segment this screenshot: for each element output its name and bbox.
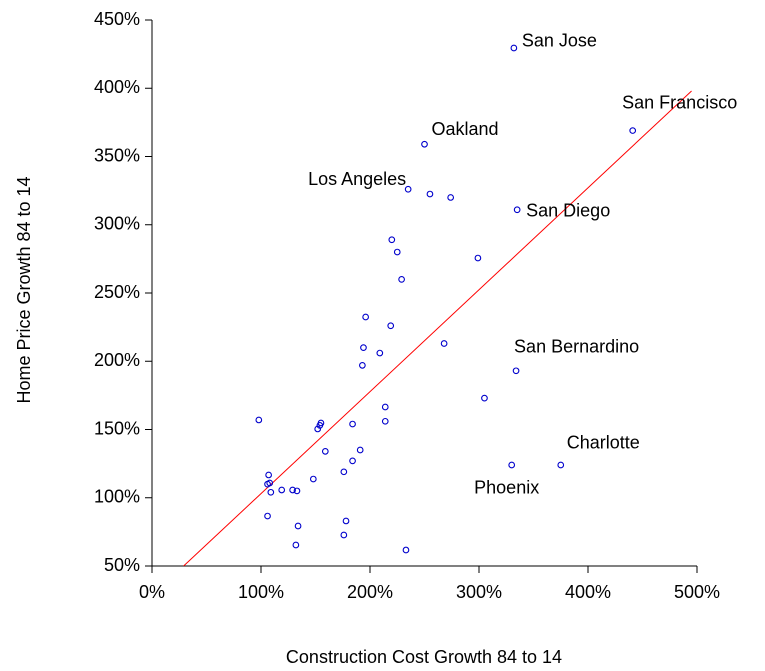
y-tick-label: 200%	[94, 350, 140, 370]
point-label: San Jose	[522, 31, 597, 51]
point	[447, 194, 455, 201]
y-tick-label: 100%	[94, 487, 140, 507]
x-tick-label: 100%	[238, 582, 284, 602]
y-tick-label: 150%	[94, 418, 140, 438]
point	[264, 480, 271, 488]
point	[264, 512, 271, 520]
x-tick-label: 200%	[347, 582, 393, 602]
point	[289, 486, 296, 494]
point	[513, 206, 521, 214]
point	[293, 487, 301, 495]
x-tick-label: 300%	[456, 582, 502, 602]
point	[393, 248, 401, 256]
point-label: Phoenix	[474, 478, 539, 498]
point-label: Charlotte	[567, 433, 640, 453]
point	[340, 468, 348, 476]
point	[309, 475, 317, 483]
point	[629, 127, 637, 134]
point	[404, 185, 412, 193]
y-tick-label: 50%	[104, 555, 140, 575]
point	[381, 417, 389, 425]
point	[321, 447, 329, 455]
y-tick-label: 300%	[94, 214, 140, 234]
point	[388, 236, 396, 244]
point	[381, 403, 389, 411]
y-tick-label: 250%	[94, 282, 140, 302]
point	[426, 190, 434, 198]
point	[510, 44, 518, 52]
y-tick-label: 400%	[94, 77, 140, 97]
point-label: San Diego	[526, 200, 610, 220]
point	[376, 349, 384, 357]
point-label: San Francisco	[622, 92, 737, 112]
y-axis-label: Home Price Growth 84 to 14	[14, 176, 34, 403]
point-label: Los Angeles	[308, 169, 406, 189]
point	[360, 344, 367, 351]
x-tick-label: 500%	[674, 582, 720, 602]
point	[255, 416, 263, 424]
point-label: Oakland	[432, 119, 499, 139]
point	[512, 367, 520, 375]
point	[265, 471, 272, 479]
y-tick-label: 350%	[94, 145, 140, 165]
point	[398, 276, 405, 283]
point	[292, 541, 300, 549]
point	[359, 361, 366, 369]
point-label: San Bernardino	[514, 337, 639, 357]
x-axis-label: Construction Cost Growth 84 to 14	[286, 647, 562, 667]
point	[294, 522, 302, 530]
point	[421, 140, 428, 148]
point	[340, 531, 348, 539]
point	[314, 425, 322, 433]
trend-line	[183, 90, 692, 566]
point	[349, 420, 356, 428]
point	[508, 461, 516, 469]
point	[362, 313, 369, 321]
x-tick-label: 0%	[139, 582, 165, 602]
point	[402, 546, 410, 554]
point	[267, 488, 275, 496]
point	[278, 486, 286, 494]
point	[481, 394, 488, 402]
point	[440, 340, 448, 347]
point	[356, 446, 364, 454]
point	[349, 457, 356, 465]
x-tick-label: 400%	[565, 582, 611, 602]
point	[342, 517, 350, 525]
point	[557, 461, 565, 469]
point	[474, 254, 482, 262]
y-tick-label: 450%	[94, 9, 140, 29]
point	[387, 322, 395, 330]
